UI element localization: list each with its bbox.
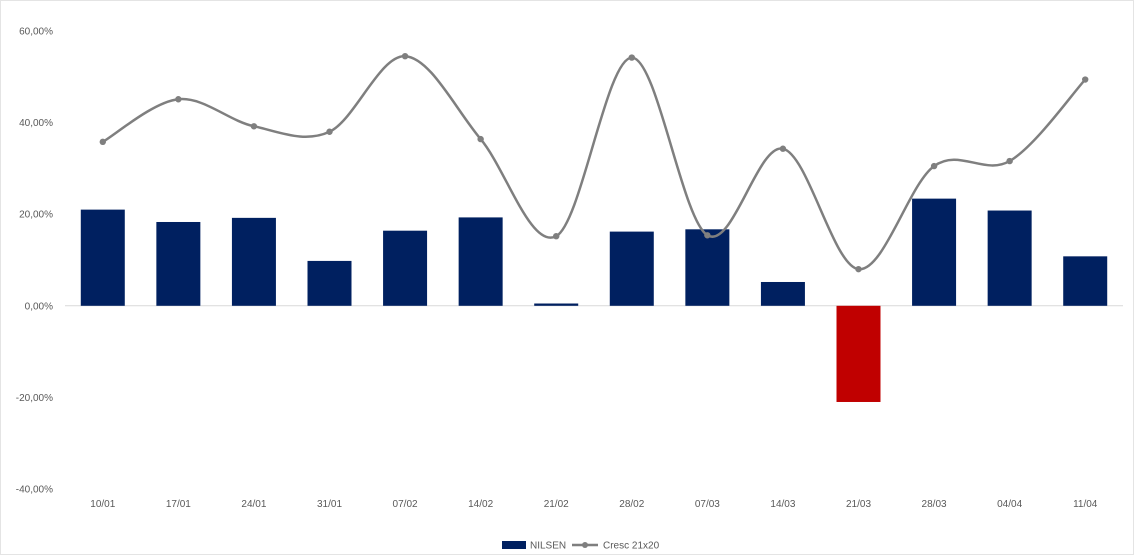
- cresc-point-28-03: [930, 162, 938, 170]
- bar-04-04: [987, 210, 1032, 306]
- x-tick-label: 24/01: [241, 499, 266, 510]
- legend-swatch-cresc-marker: [582, 542, 588, 548]
- x-tick-label: 28/03: [922, 499, 947, 510]
- y-tick-label: 0,00%: [25, 301, 53, 312]
- x-tick-label: 14/03: [770, 499, 795, 510]
- x-tick-label: 21/03: [846, 499, 871, 510]
- bar-28-02: [609, 231, 654, 306]
- bar-14-03: [760, 281, 805, 306]
- cresc-point-04-04: [1006, 157, 1013, 165]
- y-tick-label: 20,00%: [19, 210, 53, 221]
- line-series: [99, 52, 1089, 273]
- x-tick-label: 07/03: [695, 499, 720, 510]
- x-axis-tick-labels: 10/01 17/01 24/01 31/01 07/02 14/02 21/02 28/02…: [90, 499, 1098, 510]
- bar-21-02: [534, 303, 579, 306]
- x-tick-label: 21/02: [544, 499, 569, 510]
- cresc-point-21-03: [855, 265, 862, 273]
- cresc-point-24-01: [250, 123, 258, 130]
- cresc-point-07-03: [704, 232, 711, 239]
- cresc-line: [102, 54, 1087, 271]
- x-tick-label: 17/01: [166, 499, 191, 510]
- cresc-point-21-02: [553, 232, 560, 240]
- y-axis-tick-labels: 60,00% 40,00% 20,00% 0,00% -20,00% -40,00%: [16, 27, 53, 496]
- bar-07-03: [685, 229, 730, 306]
- y-tick-label: -40,00%: [16, 485, 53, 496]
- cresc-point-14-02: [477, 135, 484, 143]
- cresc-point-07-02: [401, 52, 409, 60]
- bar-07-02: [383, 230, 428, 306]
- bar-14-02: [458, 217, 503, 306]
- bar-17-01: [156, 221, 201, 306]
- bar-series: [80, 198, 1108, 402]
- x-tick-label: 31/01: [317, 499, 342, 510]
- cresc-point-31-01: [326, 128, 333, 135]
- y-tick-label: -20,00%: [16, 393, 53, 404]
- x-tick-label: 10/01: [90, 499, 115, 510]
- y-tick-label: 60,00%: [19, 27, 53, 38]
- bar-31-01: [307, 260, 352, 306]
- y-tick-label: 40,00%: [19, 118, 53, 129]
- cresc-point-28-02: [628, 54, 635, 61]
- bar-21-03: [836, 305, 881, 402]
- x-tick-label: 28/02: [619, 499, 644, 510]
- legend-swatch-nilsen: [502, 541, 526, 549]
- legend-label-nilsen: NILSEN: [530, 541, 566, 552]
- legend-label-cresc: Cresc 21x20: [603, 541, 660, 552]
- legend: NILSEN Cresc 21x20: [502, 541, 660, 552]
- bar-11-04: [1063, 256, 1108, 306]
- cresc-point-10-01: [99, 138, 106, 146]
- x-tick-label: 07/02: [393, 499, 418, 510]
- bar-10-01: [80, 209, 125, 306]
- bar-28-03: [912, 198, 957, 306]
- x-tick-label: 11/04: [1073, 499, 1098, 510]
- bar-24-01: [231, 217, 276, 306]
- cresc-point-11-04: [1082, 76, 1089, 83]
- cresc-point-17-01: [175, 96, 182, 103]
- x-tick-label: 04/04: [997, 499, 1022, 510]
- x-tick-label: 14/02: [468, 499, 493, 510]
- cresc-point-14-03: [779, 145, 787, 152]
